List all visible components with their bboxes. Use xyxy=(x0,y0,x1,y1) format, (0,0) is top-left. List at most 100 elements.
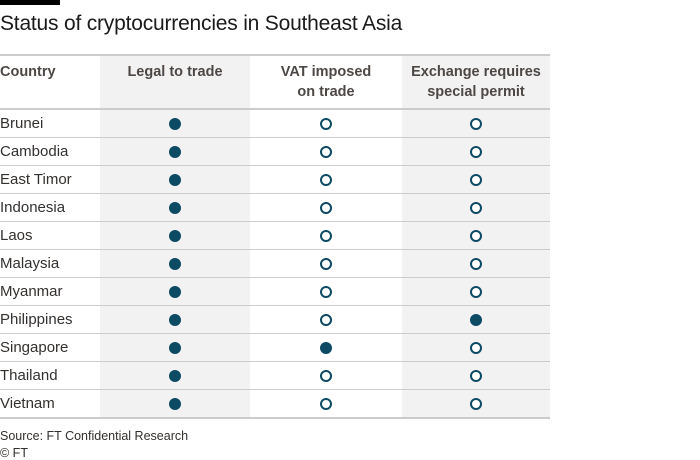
copyright-credit: © FT xyxy=(0,446,28,460)
column-header-special-permit: Exchange requires special permit xyxy=(402,55,550,109)
special-permit-cell xyxy=(402,165,550,194)
table-row: Laos xyxy=(0,221,550,250)
legal-to-trade-cell xyxy=(100,305,250,334)
empty-circle-marker xyxy=(470,173,482,186)
legal-to-trade-cell xyxy=(100,165,250,194)
country-label: East Timor xyxy=(0,171,72,188)
table-header: Country Legal to trade VAT imposed on tra… xyxy=(0,55,550,109)
column-header-legal-to-trade: Legal to trade xyxy=(100,55,250,109)
table-body: Brunei Cambodia East Timor Indonesia Laos Mal… xyxy=(0,109,550,418)
empty-circle-marker xyxy=(470,369,482,382)
title-accent-bar xyxy=(0,0,60,5)
filled-circle-marker xyxy=(169,369,181,382)
special-permit-cell xyxy=(402,361,550,390)
table-row: Cambodia xyxy=(0,137,550,166)
empty-circle-marker xyxy=(320,117,332,130)
empty-circle-marker xyxy=(320,257,332,270)
table-row: Malaysia xyxy=(0,249,550,278)
table-row: Indonesia xyxy=(0,193,550,222)
country-label: Malaysia xyxy=(0,255,60,272)
country-label: Myanmar xyxy=(0,283,63,300)
filled-circle-marker xyxy=(470,313,482,326)
filled-circle-marker xyxy=(169,201,181,214)
special-permit-cell xyxy=(402,305,550,334)
empty-circle-marker xyxy=(470,285,482,298)
country-label: Singapore xyxy=(0,339,69,356)
country-label: Laos xyxy=(0,227,33,244)
special-permit-cell xyxy=(402,333,550,362)
legal-to-trade-cell xyxy=(100,193,250,222)
table-row: Philippines xyxy=(0,305,550,334)
table-row: Brunei xyxy=(0,109,550,138)
special-permit-cell xyxy=(402,221,550,250)
source-note: Source: FT Confidential Research xyxy=(0,429,189,443)
table-row: Vietnam xyxy=(0,389,550,419)
country-label: Thailand xyxy=(0,367,58,384)
empty-circle-marker xyxy=(320,229,332,242)
legal-to-trade-cell xyxy=(100,361,250,390)
vat-imposed-cell xyxy=(250,138,402,166)
special-permit-cell xyxy=(402,109,550,138)
empty-circle-marker xyxy=(320,369,332,382)
vat-imposed-cell xyxy=(250,362,402,390)
country-label: Indonesia xyxy=(0,199,66,216)
empty-circle-marker xyxy=(470,257,482,270)
filled-circle-marker xyxy=(169,229,181,242)
special-permit-cell xyxy=(402,249,550,278)
vat-imposed-cell xyxy=(250,166,402,194)
empty-circle-marker xyxy=(320,173,332,186)
country-label: Brunei xyxy=(0,115,44,132)
table-row: East Timor xyxy=(0,165,550,194)
vat-imposed-cell xyxy=(250,109,402,138)
legal-to-trade-cell xyxy=(100,333,250,362)
chart-title: Status of cryptocurrencies in Southeast … xyxy=(0,12,403,35)
legal-to-trade-cell xyxy=(100,109,250,138)
filled-circle-marker xyxy=(169,341,181,354)
filled-circle-marker xyxy=(320,341,332,354)
empty-circle-marker xyxy=(470,117,482,130)
filled-circle-marker xyxy=(169,397,181,410)
column-header-country: Country xyxy=(0,64,56,80)
legal-to-trade-cell xyxy=(100,249,250,278)
empty-circle-marker xyxy=(470,145,482,158)
table-row: Thailand xyxy=(0,361,550,390)
filled-circle-marker xyxy=(169,313,181,326)
empty-circle-marker xyxy=(320,145,332,158)
country-label: Vietnam xyxy=(0,395,55,412)
column-header-vat-imposed: VAT imposed on trade xyxy=(280,64,372,100)
country-label: Cambodia xyxy=(0,143,69,160)
filled-circle-marker xyxy=(169,257,181,270)
status-table: Country Legal to trade VAT imposed on tra… xyxy=(0,54,550,419)
special-permit-cell xyxy=(402,389,550,418)
header-row: Country Legal to trade VAT imposed on tra… xyxy=(0,55,550,109)
vat-imposed-cell xyxy=(250,222,402,250)
special-permit-cell xyxy=(402,193,550,222)
empty-circle-marker xyxy=(470,229,482,242)
status-table-container: Country Legal to trade VAT imposed on tra… xyxy=(0,54,550,419)
vat-imposed-cell xyxy=(250,250,402,278)
filled-circle-marker xyxy=(169,145,181,158)
legal-to-trade-cell xyxy=(100,137,250,166)
table-row: Singapore xyxy=(0,333,550,362)
vat-imposed-cell xyxy=(250,390,402,419)
empty-circle-marker xyxy=(320,313,332,326)
legal-to-trade-cell xyxy=(100,221,250,250)
country-label: Philippines xyxy=(0,311,73,328)
empty-circle-marker xyxy=(470,201,482,214)
filled-circle-marker xyxy=(169,173,181,186)
legal-to-trade-cell xyxy=(100,277,250,306)
special-permit-cell xyxy=(402,137,550,166)
special-permit-cell xyxy=(402,277,550,306)
empty-circle-marker xyxy=(320,285,332,298)
empty-circle-marker xyxy=(470,341,482,354)
empty-circle-marker xyxy=(320,397,332,410)
table-row: Myanmar xyxy=(0,277,550,306)
filled-circle-marker xyxy=(169,117,181,130)
empty-circle-marker xyxy=(470,397,482,410)
legal-to-trade-cell xyxy=(100,389,250,418)
empty-circle-marker xyxy=(320,201,332,214)
filled-circle-marker xyxy=(169,285,181,298)
vat-imposed-cell xyxy=(250,334,402,362)
vat-imposed-cell xyxy=(250,278,402,306)
vat-imposed-cell xyxy=(250,306,402,334)
